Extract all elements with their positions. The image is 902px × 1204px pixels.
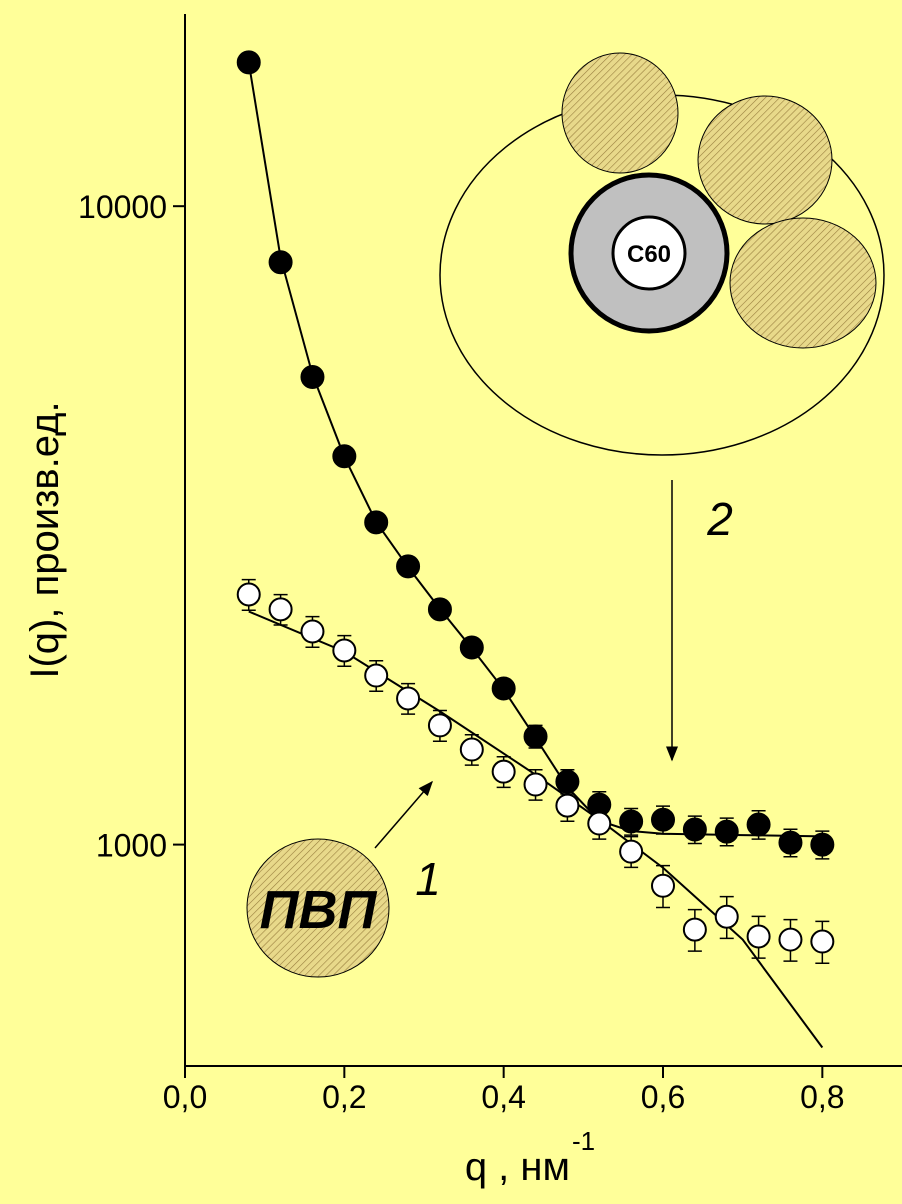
data-point (396, 686, 421, 711)
core (611, 215, 687, 291)
y-tick-label: 1000 (96, 828, 167, 864)
y-tick-label: 10000 (78, 189, 167, 225)
pvp-coil (246, 838, 390, 978)
data-point (651, 873, 675, 898)
inset-diagram: C60 (439, 52, 885, 456)
data-point (427, 713, 452, 738)
data-point (491, 676, 516, 701)
data-point (364, 510, 389, 535)
data-point (619, 839, 644, 864)
data-point (778, 927, 803, 952)
x-tick-label: 0,0 (163, 1079, 207, 1115)
data-point (714, 904, 739, 929)
data-point (300, 619, 325, 644)
x-tick-label: 0,8 (800, 1079, 844, 1115)
data-point (459, 737, 484, 762)
y-axis-label: I(q), произв.ед. (23, 401, 67, 678)
data-point (714, 819, 739, 844)
fit-line (247, 62, 823, 838)
data-point (459, 635, 484, 660)
data-point (746, 924, 771, 949)
data-point (778, 830, 803, 855)
data-point (268, 597, 293, 622)
polymer-coil (729, 217, 877, 349)
data-point (810, 832, 835, 857)
data-point (810, 929, 835, 954)
data-point (587, 811, 612, 836)
data-point (364, 663, 389, 688)
data-point (523, 724, 548, 749)
polymer-coil (561, 52, 679, 174)
data-point (619, 809, 644, 834)
data-point (746, 812, 771, 837)
c60-label: C60 (627, 241, 671, 268)
data-point (396, 554, 421, 579)
arrow (374, 780, 433, 849)
data-point (682, 917, 707, 942)
data-point (236, 582, 261, 607)
data-point (555, 793, 580, 818)
data-point (555, 769, 580, 794)
x-tick-label: 0,4 (481, 1079, 525, 1115)
x-axis-label-exponent: -1 (572, 1126, 595, 1156)
x-tick-label: 0,6 (641, 1079, 685, 1115)
pvp-label: ПВП (260, 880, 378, 940)
data-point (332, 444, 357, 469)
data-point (491, 759, 516, 784)
curve-label: 1 (415, 853, 441, 905)
data-point (427, 597, 452, 622)
data-point (236, 50, 261, 75)
x-axis-label: q , нм (465, 1145, 570, 1189)
data-point (332, 638, 357, 663)
data-point (682, 817, 707, 842)
data-point (268, 250, 293, 275)
data-point (523, 772, 548, 797)
x-tick-label: 0,2 (322, 1079, 366, 1115)
polymer-coil (697, 95, 833, 225)
curve-label: 2 (706, 493, 733, 545)
data-point (300, 365, 325, 390)
data-point (651, 807, 675, 832)
